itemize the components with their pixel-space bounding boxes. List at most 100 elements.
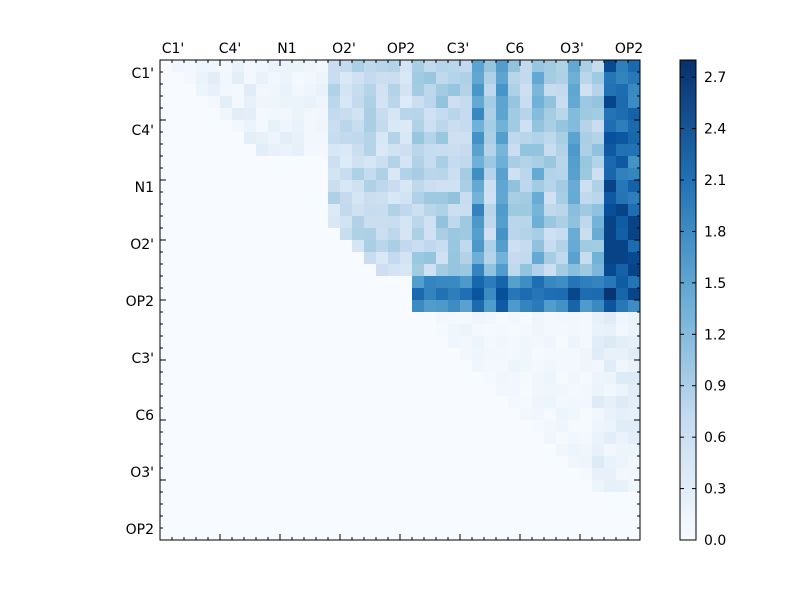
heatmap-cell xyxy=(460,396,473,409)
heatmap-cell xyxy=(376,408,389,421)
heatmap-cell xyxy=(328,408,341,421)
heatmap-cell xyxy=(508,120,521,133)
heatmap-cell xyxy=(208,120,221,133)
heatmap-cell xyxy=(316,96,329,109)
heatmap-cell xyxy=(544,516,557,529)
heatmap-cell xyxy=(364,348,377,361)
heatmap-cell xyxy=(364,432,377,445)
heatmap-cell xyxy=(340,528,353,541)
heatmap-cell xyxy=(340,432,353,445)
heatmap-cell xyxy=(388,144,401,157)
heatmap-cell xyxy=(520,60,533,73)
heatmap-cell xyxy=(532,276,545,289)
heatmap-cell xyxy=(292,492,305,505)
heatmap-cell xyxy=(352,276,365,289)
heatmap-cell xyxy=(208,432,221,445)
heatmap-cell xyxy=(424,180,437,193)
heatmap-cell xyxy=(244,348,257,361)
heatmap-cell xyxy=(424,264,437,277)
heatmap-cell xyxy=(256,216,269,229)
heatmap-cell xyxy=(544,168,557,181)
heatmap-cell xyxy=(172,360,185,373)
heatmap-cell xyxy=(520,408,533,421)
heatmap-cell xyxy=(316,504,329,517)
heatmap-cell xyxy=(604,384,617,397)
heatmap-cell xyxy=(220,528,233,541)
heatmap-cell xyxy=(424,468,437,481)
heatmap-cell xyxy=(544,372,557,385)
heatmap-cell xyxy=(496,192,509,205)
heatmap-cell xyxy=(208,324,221,337)
heatmap-cell xyxy=(424,204,437,217)
heatmap-cell xyxy=(328,516,341,529)
heatmap-cell xyxy=(472,336,485,349)
heatmap-cell xyxy=(172,72,185,85)
heatmap-cell xyxy=(508,360,521,373)
heatmap-cell xyxy=(604,204,617,217)
heatmap-cell xyxy=(292,408,305,421)
colorbar-tick-label: 0.3 xyxy=(704,482,726,498)
heatmap-cell xyxy=(400,96,413,109)
heatmap-cell xyxy=(496,348,509,361)
heatmap-cell xyxy=(532,360,545,373)
heatmap-cell xyxy=(604,288,617,301)
heatmap-cell xyxy=(484,372,497,385)
heatmap-cell xyxy=(376,252,389,265)
heatmap-cell xyxy=(484,180,497,193)
heatmap-cell xyxy=(340,324,353,337)
heatmap-cell xyxy=(400,168,413,181)
heatmap-cell xyxy=(448,348,461,361)
heatmap-cell xyxy=(556,312,569,325)
heatmap-cell xyxy=(304,240,317,253)
heatmap-cell xyxy=(520,252,533,265)
heatmap-cell xyxy=(412,276,425,289)
heatmap-cell xyxy=(580,420,593,433)
heatmap-cell xyxy=(400,228,413,241)
heatmap-cell xyxy=(292,360,305,373)
heatmap-cell xyxy=(328,240,341,253)
heatmap-cell xyxy=(424,288,437,301)
heatmap-cell xyxy=(244,144,257,157)
heatmap-cell xyxy=(544,264,557,277)
heatmap-cell xyxy=(628,396,641,409)
heatmap-cell xyxy=(532,84,545,97)
heatmap-cell xyxy=(160,144,173,157)
heatmap-cell xyxy=(292,312,305,325)
heatmap-cell xyxy=(568,180,581,193)
heatmap-cell xyxy=(412,108,425,121)
heatmap-cell xyxy=(448,300,461,313)
heatmap-cell xyxy=(376,144,389,157)
heatmap-cell xyxy=(628,504,641,517)
heatmap-cell xyxy=(328,144,341,157)
heatmap-cell xyxy=(412,396,425,409)
heatmap-cell xyxy=(268,216,281,229)
heatmap-cell xyxy=(604,324,617,337)
heatmap-cell xyxy=(160,360,173,373)
heatmap-cell xyxy=(484,120,497,133)
heatmap-cell xyxy=(196,456,209,469)
heatmap-cell xyxy=(436,504,449,517)
heatmap-cell xyxy=(304,384,317,397)
heatmap-cell xyxy=(508,312,521,325)
heatmap-cell xyxy=(400,252,413,265)
heatmap-cell xyxy=(508,132,521,145)
heatmap-cell xyxy=(208,96,221,109)
heatmap-cell xyxy=(220,240,233,253)
heatmap-cell xyxy=(592,456,605,469)
heatmap-cell xyxy=(232,300,245,313)
heatmap-cell xyxy=(592,372,605,385)
heatmap-cell xyxy=(220,108,233,121)
heatmap-cell xyxy=(316,492,329,505)
heatmap-cell xyxy=(580,336,593,349)
heatmap-cell xyxy=(520,324,533,337)
heatmap-cell xyxy=(328,336,341,349)
heatmap-cell xyxy=(532,456,545,469)
heatmap-cell xyxy=(496,60,509,73)
heatmap-cell xyxy=(448,168,461,181)
heatmap-cell xyxy=(256,396,269,409)
heatmap-cell xyxy=(220,180,233,193)
heatmap-cell xyxy=(388,396,401,409)
heatmap-cell xyxy=(592,192,605,205)
heatmap-cell xyxy=(448,204,461,217)
heatmap-cell xyxy=(436,252,449,265)
